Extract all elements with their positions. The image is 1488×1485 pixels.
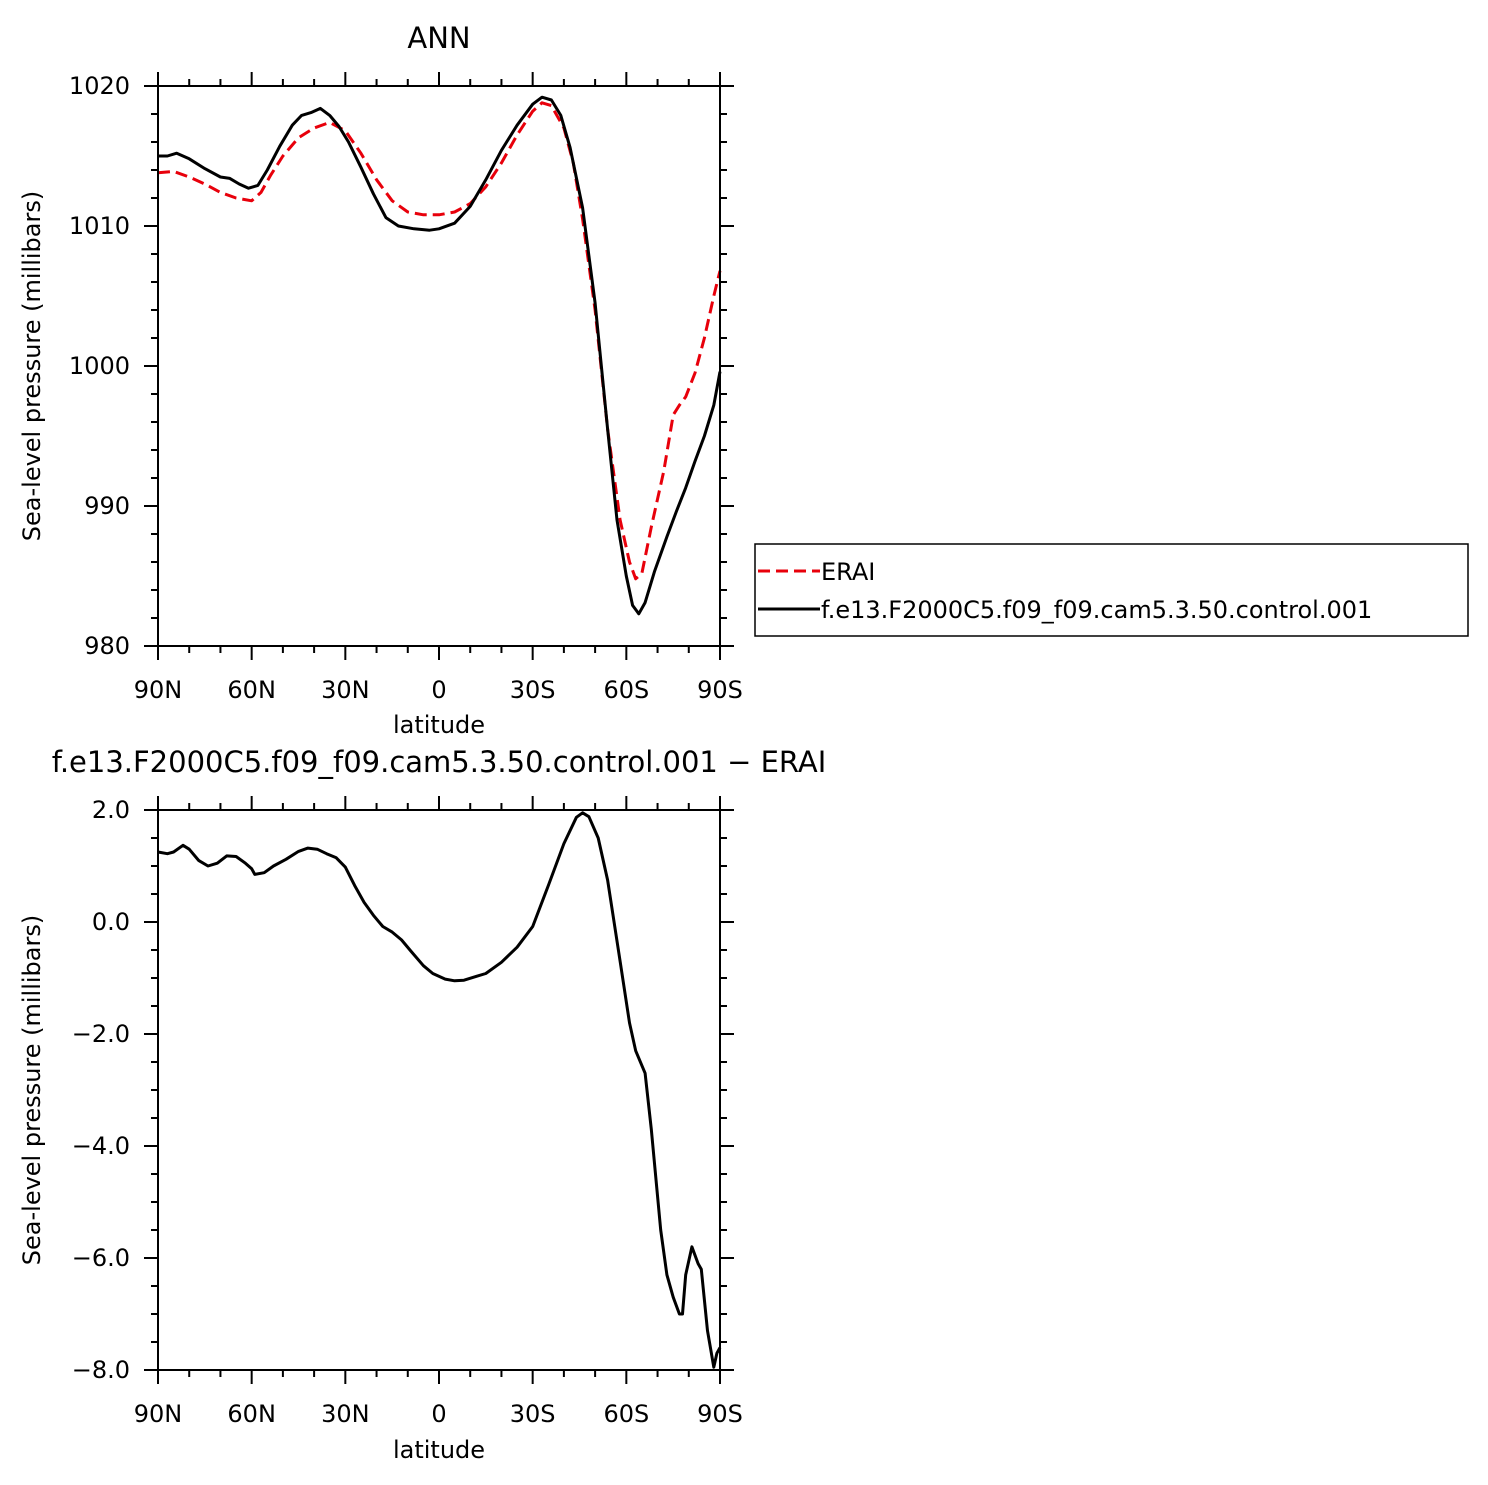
- x-tick-label: 60S: [603, 1400, 649, 1428]
- x-tick-label: 60S: [603, 676, 649, 704]
- y-tick-label: 1020: [69, 72, 130, 100]
- x-tick-label: 90S: [697, 1400, 743, 1428]
- y-tick-label: 1000: [69, 352, 130, 380]
- x-tick-label: 30N: [321, 1400, 370, 1428]
- series-line-1: [157, 101, 722, 581]
- x-tick-label: 30S: [510, 676, 556, 704]
- x-axis-label: latitude: [393, 1436, 485, 1464]
- x-tick-label: 0: [431, 676, 446, 704]
- y-tick-label: 2.0: [92, 796, 130, 824]
- x-tick-label: 90S: [697, 676, 743, 704]
- legend-box: [754, 543, 1469, 637]
- plot-frame: [157, 85, 721, 647]
- y-tick-label: −6.0: [72, 1244, 130, 1272]
- legend: ERAI f.e13.F2000C5.f09_f09.cam5.3.50.cont…: [754, 543, 1469, 637]
- legend-label: f.e13.F2000C5.f09_f09.cam5.3.50.control.…: [821, 596, 1372, 624]
- chart-title: f.e13.F2000C5.f09_f09.cam5.3.50.control.…: [52, 745, 827, 779]
- x-tick-label: 30S: [510, 1400, 556, 1428]
- chart-title: ANN: [407, 21, 470, 55]
- plot-frame: [157, 809, 721, 1371]
- x-axis-label: latitude: [393, 711, 485, 739]
- y-axis-label: Sea-level pressure (millibars): [18, 915, 46, 1265]
- chart-panel-2: f.e13.F2000C5.f09_f09.cam5.3.50.control.…: [18, 745, 826, 1464]
- x-tick-label: 60N: [227, 1400, 276, 1428]
- y-tick-label: −2.0: [72, 1020, 130, 1048]
- series-line-2: [158, 95, 722, 616]
- x-tick-label: 90N: [134, 1400, 183, 1428]
- x-tick-label: 0: [431, 1400, 446, 1428]
- x-tick-label: 90N: [134, 676, 183, 704]
- y-tick-label: −8.0: [72, 1356, 130, 1384]
- y-tick-label: 0.0: [92, 908, 130, 936]
- y-tick-label: 990: [84, 492, 130, 520]
- series-line-1: [157, 811, 722, 1369]
- x-tick-label: 30N: [321, 676, 370, 704]
- chart-panel-1: ANN 90N 60N 30N 0 30S 60S 90S 980 990 1000 1010 1020…: [18, 21, 1469, 739]
- y-tick-label: 980: [84, 632, 130, 660]
- y-tick-label: −4.0: [72, 1132, 130, 1160]
- y-tick-label: 1010: [69, 212, 130, 240]
- y-axis-label: Sea-level pressure (millibars): [18, 191, 46, 541]
- legend-label: ERAI: [821, 558, 875, 586]
- x-tick-label: 60N: [227, 676, 276, 704]
